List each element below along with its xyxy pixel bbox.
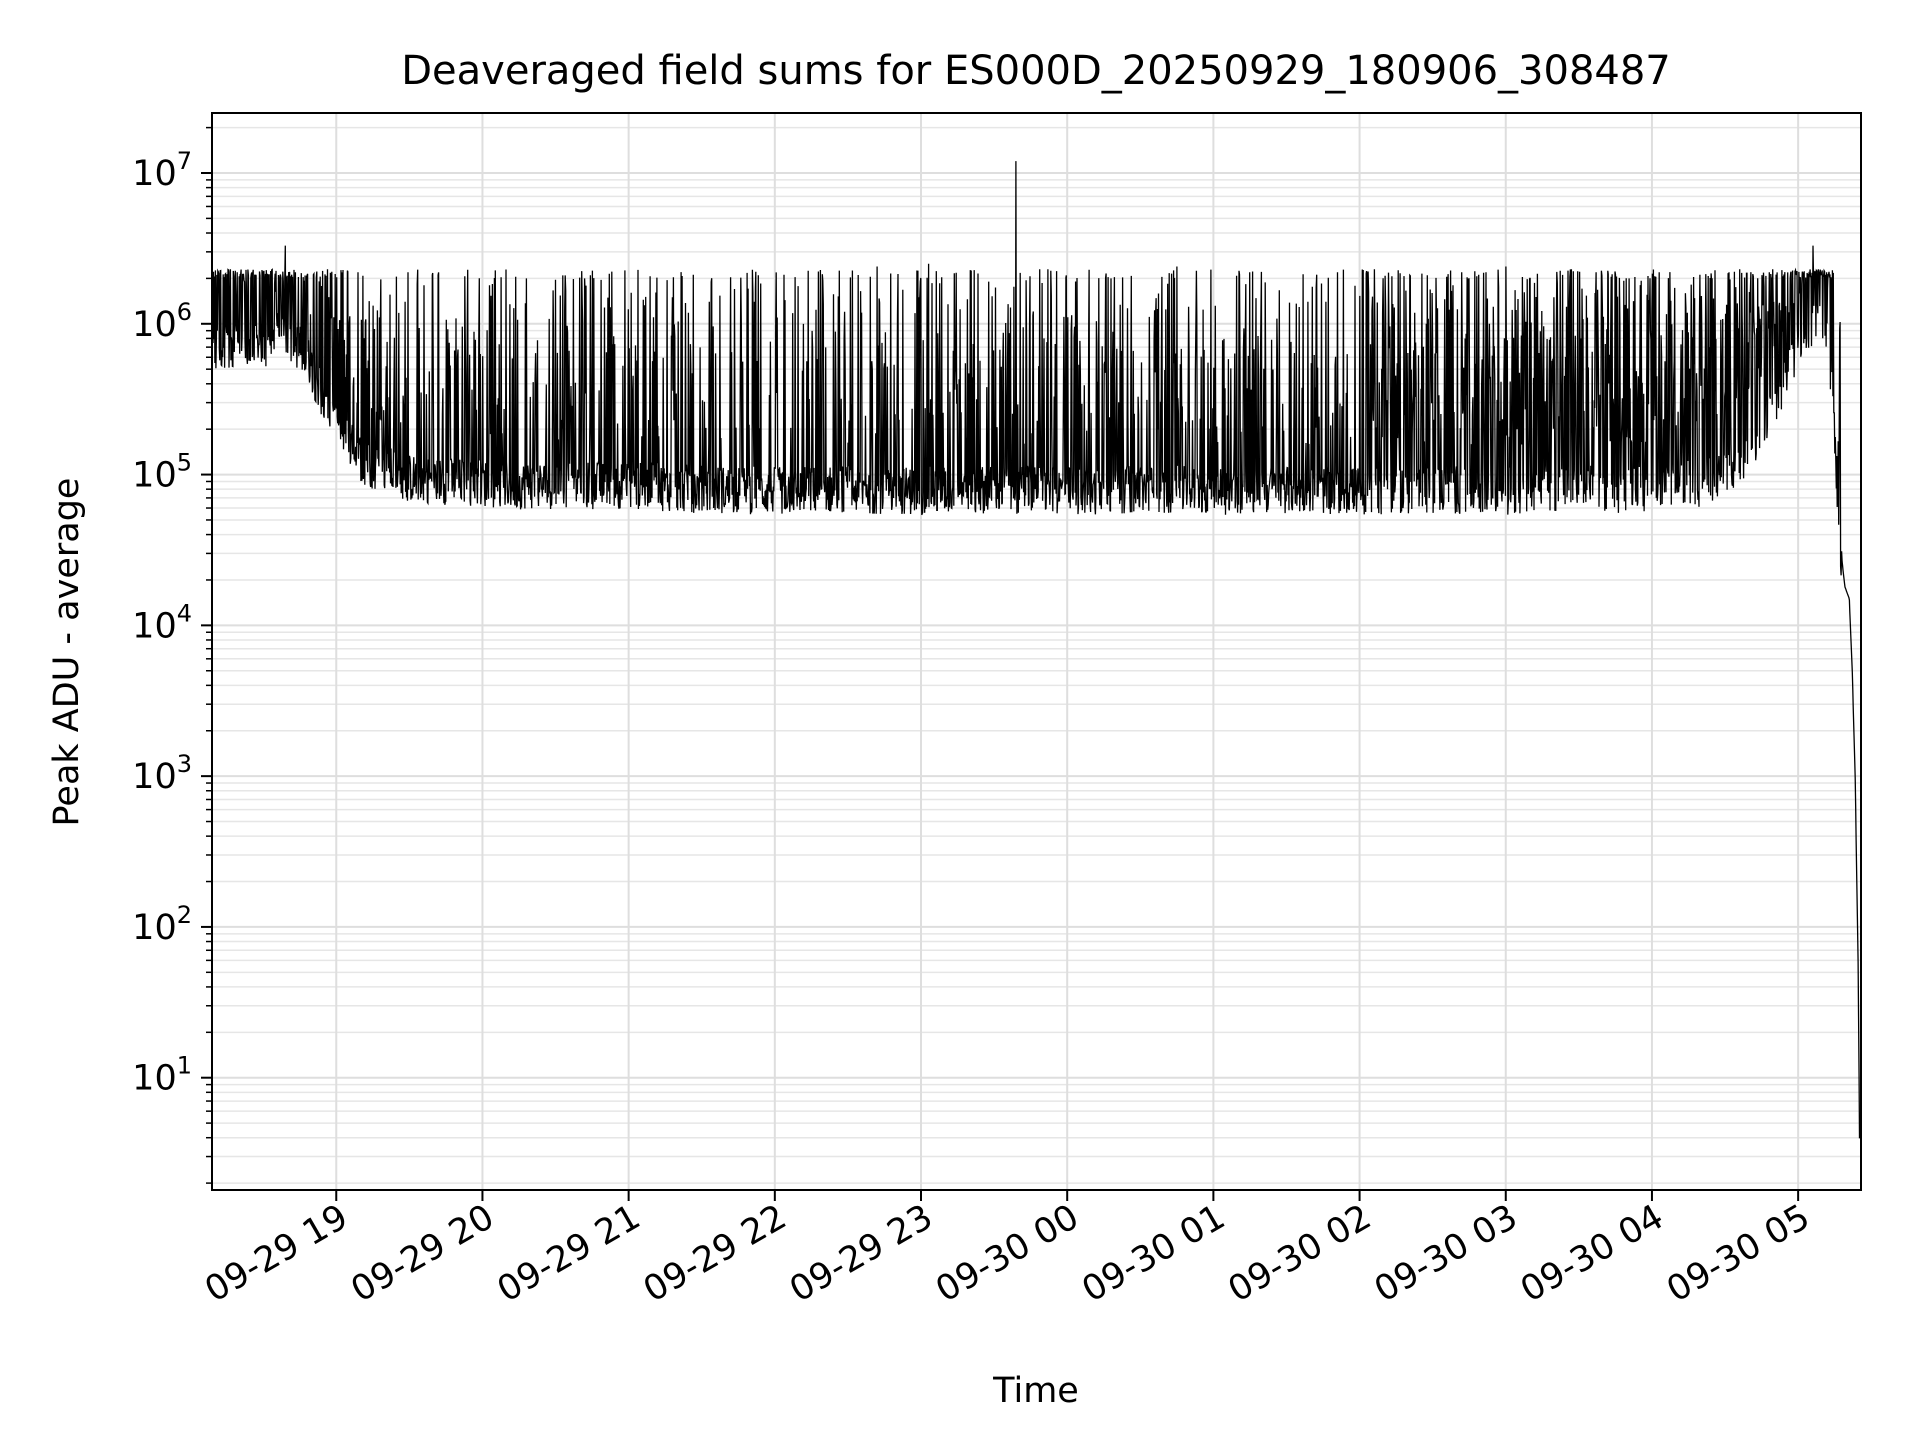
chart-title: Deaveraged field sums for ES000D_2025092… [401, 48, 1671, 94]
y-tick-label-exponent: 4 [177, 599, 192, 627]
x-axis-label: Time [992, 1371, 1079, 1411]
y-tick-label-base: 10 [132, 305, 177, 345]
y-tick-label-base: 10 [132, 908, 177, 948]
plot-frame [211, 112, 1862, 1191]
y-tick-label-exponent: 6 [177, 298, 192, 326]
y-tick-label: 104 [132, 599, 192, 646]
y-tick-label-exponent: 3 [177, 750, 192, 778]
y-tick-label-base: 10 [132, 1059, 177, 1099]
y-tick-label-base: 10 [132, 154, 177, 194]
y-tick-label-base: 10 [132, 757, 177, 797]
y-tick-label-exponent: 1 [177, 1052, 192, 1080]
y-tick-label: 106 [132, 298, 192, 345]
plot-area [212, 161, 1861, 1139]
y-axis-label: Peak ADU - average [47, 478, 87, 827]
y-tick-label: 101 [132, 1052, 192, 1099]
y-tick-label-exponent: 7 [177, 147, 192, 175]
y-tick-label-base: 10 [132, 606, 177, 646]
y-tick-label-base: 10 [132, 456, 177, 496]
y-tick-label: 102 [132, 901, 192, 948]
y-tick-label: 105 [132, 449, 192, 496]
y-tick-label: 107 [132, 147, 192, 194]
series-line [212, 161, 1861, 1139]
y-tick-label-exponent: 2 [177, 901, 192, 929]
y-tick-label: 103 [132, 750, 192, 797]
y-tick-label-exponent: 5 [177, 449, 192, 477]
